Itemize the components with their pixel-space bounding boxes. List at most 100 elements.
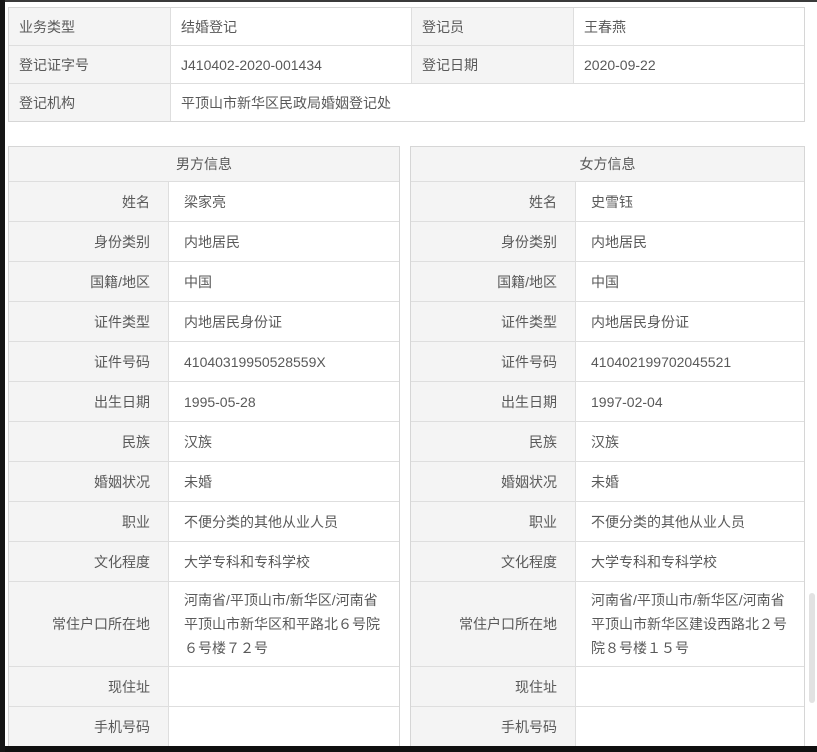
field-value: 汉族 [184, 433, 212, 450]
field-value: 河南省/平顶山市/新华区/河南省平顶山市新华区建设西路北２号院８号楼１５号 [591, 592, 787, 656]
field-label: 证件号码 [411, 342, 576, 381]
field-value-registration-office: 平顶山市新华区民政局婚姻登记处 [170, 83, 804, 121]
table-row: 常住户口所在地 河南省/平顶山市/新华区/河南省平顶山市新华区建设西路北２号院８号… [411, 581, 804, 666]
field-value: 未婚 [184, 473, 212, 490]
field-value: 内地居民 [184, 233, 240, 250]
field-label: 姓名 [411, 182, 576, 221]
male-party-table: 男方信息 姓名 梁家亮 身份类别 内地居民 国籍/地区 中国 证件类型 内地居民身份证 证件号码… [8, 146, 400, 747]
field-value: 汉族 [591, 433, 619, 450]
field-value: 中国 [591, 273, 619, 290]
field-value-certificate-no: J410402-2020-001434 [170, 45, 411, 83]
table-row: 现住址 [9, 666, 399, 706]
field-label: 文化程度 [9, 542, 169, 581]
table-row: 姓名 梁家亮 [9, 181, 399, 221]
table-row: 职业 不便分类的其他从业人员 [411, 501, 804, 541]
female-table-rows: 姓名 史雪钰 身份类别 内地居民 国籍/地区 中国 证件类型 内地居民身份证 证件号码 41040… [411, 181, 804, 746]
field-label: 婚姻状况 [411, 462, 576, 501]
table-row: 姓名 史雪钰 [411, 181, 804, 221]
field-value: 不便分类的其他从业人员 [184, 513, 338, 530]
field-value: 1995-05-28 [184, 393, 256, 410]
field-label: 民族 [411, 422, 576, 461]
table-row: 婚姻状况 未婚 [411, 461, 804, 501]
field-label: 身份类别 [411, 222, 576, 261]
field-value: 史雪钰 [591, 193, 633, 210]
field-label: 文化程度 [411, 542, 576, 581]
table-row: 常住户口所在地 河南省/平顶山市/新华区/河南省平顶山市新华区和平路北６号院６号楼… [9, 581, 399, 666]
field-label-registration-date: 登记日期 [411, 45, 573, 83]
field-label: 现住址 [9, 667, 169, 706]
field-value: 未婚 [591, 473, 619, 490]
field-value-business-type: 结婚登记 [170, 8, 411, 45]
table-row: 身份类别 内地居民 [411, 221, 804, 261]
field-label: 职业 [411, 502, 576, 541]
table-row: 出生日期 1997-02-04 [411, 381, 804, 421]
field-label: 姓名 [9, 182, 169, 221]
field-label: 国籍/地区 [411, 262, 576, 301]
field-label: 民族 [9, 422, 169, 461]
table-row: 证件类型 内地居民身份证 [411, 301, 804, 341]
field-label: 证件类型 [411, 302, 576, 341]
field-label-business-type: 业务类型 [9, 8, 170, 45]
field-value: 河南省/平顶山市/新华区/河南省平顶山市新华区和平路北６号院６号楼７２号 [184, 592, 380, 656]
field-label: 婚姻状况 [9, 462, 169, 501]
field-label: 证件号码 [9, 342, 169, 381]
field-label-certificate-no: 登记证字号 [9, 45, 170, 83]
field-label: 职业 [9, 502, 169, 541]
field-value: 大学专科和专科学校 [184, 553, 310, 570]
window-edge-left [0, 0, 5, 752]
female-table-title: 女方信息 [411, 147, 804, 181]
table-row: 文化程度 大学专科和专科学校 [9, 541, 399, 581]
table-row: 出生日期 1995-05-28 [9, 381, 399, 421]
field-label: 常住户口所在地 [9, 582, 169, 666]
table-row: 民族 汉族 [9, 421, 399, 461]
table-row: 手机号码 [9, 706, 399, 746]
field-value: 大学专科和专科学校 [591, 553, 717, 570]
table-row: 职业 不便分类的其他从业人员 [9, 501, 399, 541]
field-label: 证件类型 [9, 302, 169, 341]
table-row: 证件号码 41040319950528559X [9, 341, 399, 381]
field-label: 国籍/地区 [9, 262, 169, 301]
table-row: 身份类别 内地居民 [9, 221, 399, 261]
field-value: 410402199702045521 [591, 353, 732, 370]
field-label: 手机号码 [9, 707, 169, 746]
field-value: 内地居民身份证 [184, 313, 282, 330]
field-value [576, 707, 804, 746]
field-value: 1997-02-04 [591, 393, 663, 410]
field-value: 内地居民 [591, 233, 647, 250]
field-value [169, 667, 399, 706]
table-row: 现住址 [411, 666, 804, 706]
field-label: 出生日期 [411, 382, 576, 421]
field-label-registrar: 登记员 [411, 8, 573, 45]
field-value: 梁家亮 [184, 193, 226, 210]
table-row: 证件类型 内地居民身份证 [9, 301, 399, 341]
table-row: 文化程度 大学专科和专科学校 [411, 541, 804, 581]
field-value: 内地居民身份证 [591, 313, 689, 330]
field-label: 身份类别 [9, 222, 169, 261]
field-value [169, 707, 399, 746]
scrollbar-thumb[interactable] [809, 593, 815, 703]
field-label: 现住址 [411, 667, 576, 706]
table-row: 国籍/地区 中国 [411, 261, 804, 301]
table-row: 国籍/地区 中国 [9, 261, 399, 301]
field-label-registration-office: 登记机构 [9, 83, 170, 121]
window-edge-bottom [0, 746, 817, 752]
field-value: 中国 [184, 273, 212, 290]
table-row: 手机号码 [411, 706, 804, 746]
registration-summary-table: 业务类型 结婚登记 登记员 王春燕 登记证字号 J410402-2020-001… [8, 7, 805, 122]
field-value: 不便分类的其他从业人员 [591, 513, 745, 530]
table-row: 婚姻状况 未婚 [9, 461, 399, 501]
field-label: 手机号码 [411, 707, 576, 746]
field-label: 出生日期 [9, 382, 169, 421]
field-value: 41040319950528559X [184, 353, 326, 370]
field-value-registration-date: 2020-09-22 [573, 45, 804, 83]
field-value [576, 667, 804, 706]
table-row: 民族 汉族 [411, 421, 804, 461]
field-label: 常住户口所在地 [411, 582, 576, 666]
male-table-title: 男方信息 [9, 147, 399, 181]
table-row: 证件号码 410402199702045521 [411, 341, 804, 381]
female-party-table: 女方信息 姓名 史雪钰 身份类别 内地居民 国籍/地区 中国 证件类型 内地居民身份证 证件号码… [410, 146, 805, 747]
window-edge-top [0, 0, 817, 2]
male-table-rows: 姓名 梁家亮 身份类别 内地居民 国籍/地区 中国 证件类型 内地居民身份证 证件号码 41040… [9, 181, 399, 746]
field-value-registrar: 王春燕 [573, 8, 804, 45]
